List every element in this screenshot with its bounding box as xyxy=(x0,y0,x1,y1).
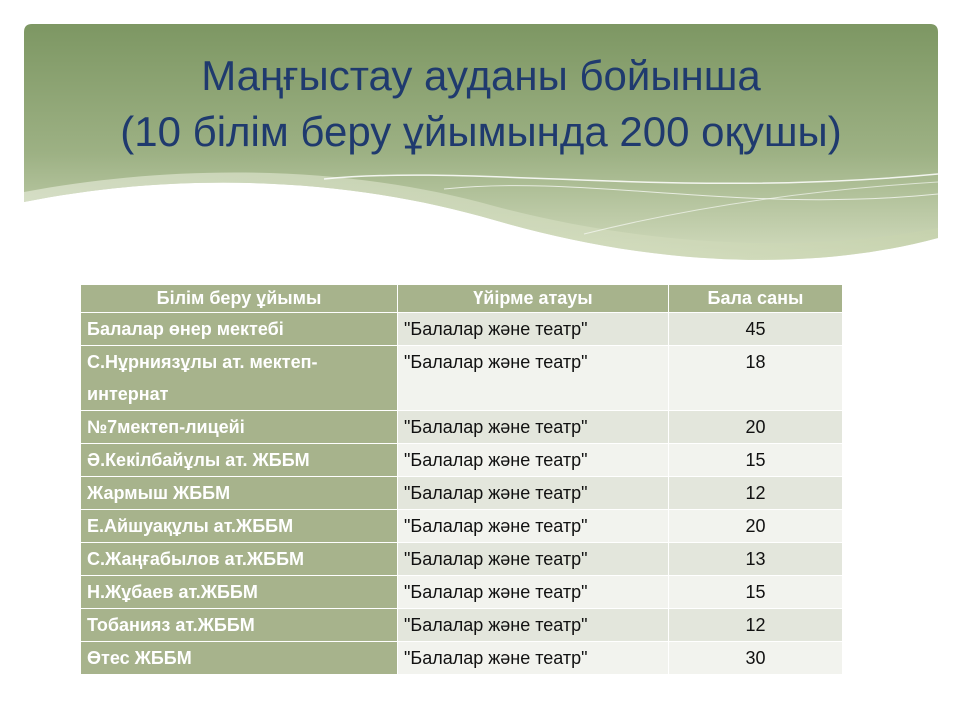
count-cell: 45 xyxy=(668,312,843,346)
table-row: Жармыш ЖББМ "Балалар және театр" 12 xyxy=(80,476,843,510)
column-header-club: Үйірме атауы xyxy=(397,284,669,313)
count-cell: 13 xyxy=(668,542,843,576)
table-row: С.Нұрниязұлы ат. мектеп-интернат "Балала… xyxy=(80,345,843,411)
table-row: Е.Айшуақұлы ат.ЖББМ "Балалар және театр"… xyxy=(80,509,843,543)
club-cell: "Балалар және театр" xyxy=(397,345,669,411)
table-row: Н.Жұбаев ат.ЖББМ "Балалар және театр" 15 xyxy=(80,575,843,609)
header-background xyxy=(24,24,938,264)
count-cell: 20 xyxy=(668,509,843,543)
table-row: Ә.Кекілбайұлы ат. ЖББМ "Балалар және теа… xyxy=(80,443,843,477)
club-cell: "Балалар және театр" xyxy=(397,476,669,510)
organization-cell: Жармыш ЖББМ xyxy=(80,476,398,510)
table-row: Балалар өнер мектебі "Балалар және театр… xyxy=(80,312,843,346)
club-cell: "Балалар және театр" xyxy=(397,575,669,609)
table-row: Өтес ЖББМ "Балалар және театр" 30 xyxy=(80,641,843,675)
organization-cell: Өтес ЖББМ xyxy=(80,641,398,675)
header-wave-graphic xyxy=(24,24,938,260)
count-cell: 12 xyxy=(668,608,843,642)
slide-title-line-2: (10 білім беру ұйымында 200 оқушы) xyxy=(120,108,842,155)
club-cell: "Балалар және театр" xyxy=(397,542,669,576)
count-cell: 12 xyxy=(668,476,843,510)
organization-cell: Е.Айшуақұлы ат.ЖББМ xyxy=(80,509,398,543)
count-cell: 18 xyxy=(668,345,843,411)
column-header-children-count: Бала саны xyxy=(668,284,843,313)
organization-cell: Ә.Кекілбайұлы ат. ЖББМ xyxy=(80,443,398,477)
club-cell: "Балалар және театр" xyxy=(397,608,669,642)
organization-cell-text: С.Нұрниязұлы ат. мектеп-интернат xyxy=(87,352,318,404)
table-header-row: Білім беру ұйымы Үйірме атауы Бала саны xyxy=(80,284,843,313)
organizations-table: Білім беру ұйымы Үйірме атауы Бала саны … xyxy=(80,284,843,675)
organization-cell: Н.Жұбаев ат.ЖББМ xyxy=(80,575,398,609)
column-header-organization: Білім беру ұйымы xyxy=(80,284,398,313)
table-row: №7мектеп-лицейі "Балалар және театр" 20 xyxy=(80,410,843,444)
slide-title-line-1: Маңғыстау ауданы бойынша xyxy=(201,52,761,99)
table-row: Тобанияз ат.ЖББМ "Балалар және театр" 12 xyxy=(80,608,843,642)
organization-cell: №7мектеп-лицейі xyxy=(80,410,398,444)
club-cell: "Балалар және театр" xyxy=(397,509,669,543)
count-cell: 20 xyxy=(668,410,843,444)
club-cell: "Балалар және театр" xyxy=(397,312,669,346)
organization-cell: С.Жаңғабылов ат.ЖББМ xyxy=(80,542,398,576)
slide-title: Маңғыстау ауданы бойынша (10 білім беру … xyxy=(24,48,938,160)
organization-cell: Балалар өнер мектебі xyxy=(80,312,398,346)
organization-cell: С.Нұрниязұлы ат. мектеп-интернат xyxy=(80,345,398,411)
club-cell: "Балалар және театр" xyxy=(397,641,669,675)
count-cell: 30 xyxy=(668,641,843,675)
club-cell: "Балалар және театр" xyxy=(397,443,669,477)
count-cell: 15 xyxy=(668,575,843,609)
organization-cell: Тобанияз ат.ЖББМ xyxy=(80,608,398,642)
count-cell: 15 xyxy=(668,443,843,477)
table-row: С.Жаңғабылов ат.ЖББМ "Балалар және театр… xyxy=(80,542,843,576)
club-cell: "Балалар және театр" xyxy=(397,410,669,444)
